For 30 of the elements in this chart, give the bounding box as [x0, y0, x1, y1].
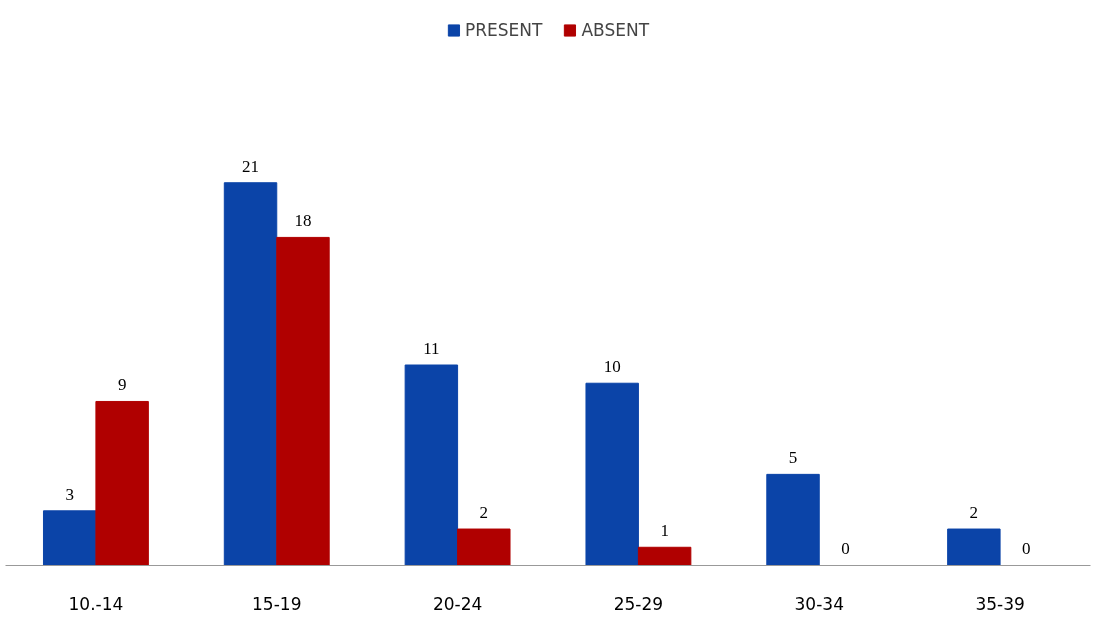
bar [947, 528, 1001, 566]
x-tick-label: 10.-14 [68, 593, 124, 614]
x-tick-label: 35-39 [975, 593, 1025, 614]
data-label: 2 [479, 502, 489, 522]
data-label: 9 [117, 375, 127, 395]
x-tick-label: 15-19 [252, 593, 302, 614]
data-label: 1 [660, 521, 669, 541]
bar [637, 546, 692, 566]
legend-label: PRESENT [464, 20, 543, 40]
bar [95, 400, 149, 566]
bar [457, 528, 511, 566]
bar [585, 382, 639, 566]
bar [766, 473, 820, 566]
x-tick-label: 25-29 [613, 593, 664, 614]
x-tick-label: 20-24 [432, 593, 483, 614]
legend-label: ABSENT [581, 20, 650, 40]
data-label: 10 [603, 357, 621, 377]
bar [223, 182, 278, 566]
data-label: 0 [1022, 539, 1031, 559]
data-label: 5 [788, 448, 798, 468]
x-tick-label: 30-34 [794, 593, 844, 614]
data-label: 2 [969, 502, 979, 522]
bar [276, 236, 330, 566]
data-label: 18 [294, 211, 312, 231]
bar [404, 364, 459, 566]
bar [42, 510, 97, 566]
data-label: 3 [65, 484, 74, 504]
data-label: 21 [242, 156, 260, 176]
data-label: 0 [841, 539, 850, 559]
data-label: 11 [423, 338, 440, 358]
